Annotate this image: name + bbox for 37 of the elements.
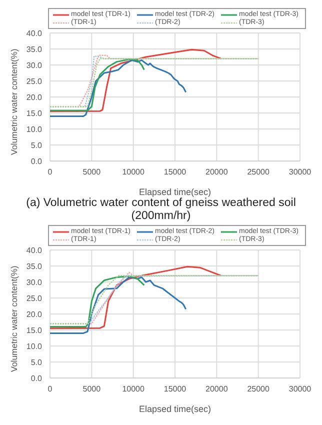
y-tick-label: 30.0: [26, 60, 43, 70]
x-tick-label: 30000: [288, 168, 312, 177]
y-tick-label: 10.0: [26, 124, 43, 134]
x-tick-label: 25000: [247, 385, 270, 394]
x-tick-label: 5000: [82, 385, 102, 394]
y-tick-label: 30.0: [26, 278, 43, 288]
x-tick-label: 25000: [247, 168, 270, 177]
x-tick-label: 20000: [206, 385, 228, 394]
y-tick-label: 5.0: [30, 358, 43, 368]
x-tick-label: 0: [48, 168, 53, 177]
x-tick-label: 5000: [82, 168, 102, 177]
y-tick-label: 35.0: [26, 44, 43, 54]
y-axis-title: Volumetric water content(%): [9, 48, 20, 155]
y-tick-label: 15.0: [26, 108, 43, 118]
y-tick-label: 25.0: [26, 76, 43, 86]
y-tick-label: 25.0: [26, 294, 43, 304]
y-tick-label: 0.0: [30, 156, 43, 166]
y-tick-label: 20.0: [26, 92, 43, 102]
x-tick-label: 10000: [122, 168, 146, 177]
x-tick-label: 0: [48, 385, 53, 394]
x-tick-label: 30000: [288, 385, 312, 394]
x-tick-label: 20000: [206, 168, 228, 177]
y-tick-label: 0.0: [30, 374, 43, 384]
x-tick-label: 10000: [122, 385, 146, 394]
x-tick-label: 15000: [164, 385, 187, 394]
x-tick-label: 15000: [164, 168, 187, 177]
y-tick-label: 40.0: [26, 246, 43, 256]
x-axis-title: Elapsed time(sec): [138, 404, 212, 414]
y-axis-title: Volumetric water content(%): [9, 266, 20, 372]
y-tick-label: 35.0: [26, 262, 43, 272]
y-tick-label: 15.0: [26, 326, 43, 336]
y-tick-label: 5.0: [30, 140, 43, 150]
x-axis-title: Elapsed time(sec): [138, 187, 212, 197]
y-tick-label: 40.0: [26, 28, 43, 38]
text: (a) Volumetric water content of gneiss weathered soil (200mm/hr): [25, 197, 297, 224]
y-tick-label: 10.0: [26, 342, 43, 352]
y-tick-label: 20.0: [26, 310, 43, 320]
